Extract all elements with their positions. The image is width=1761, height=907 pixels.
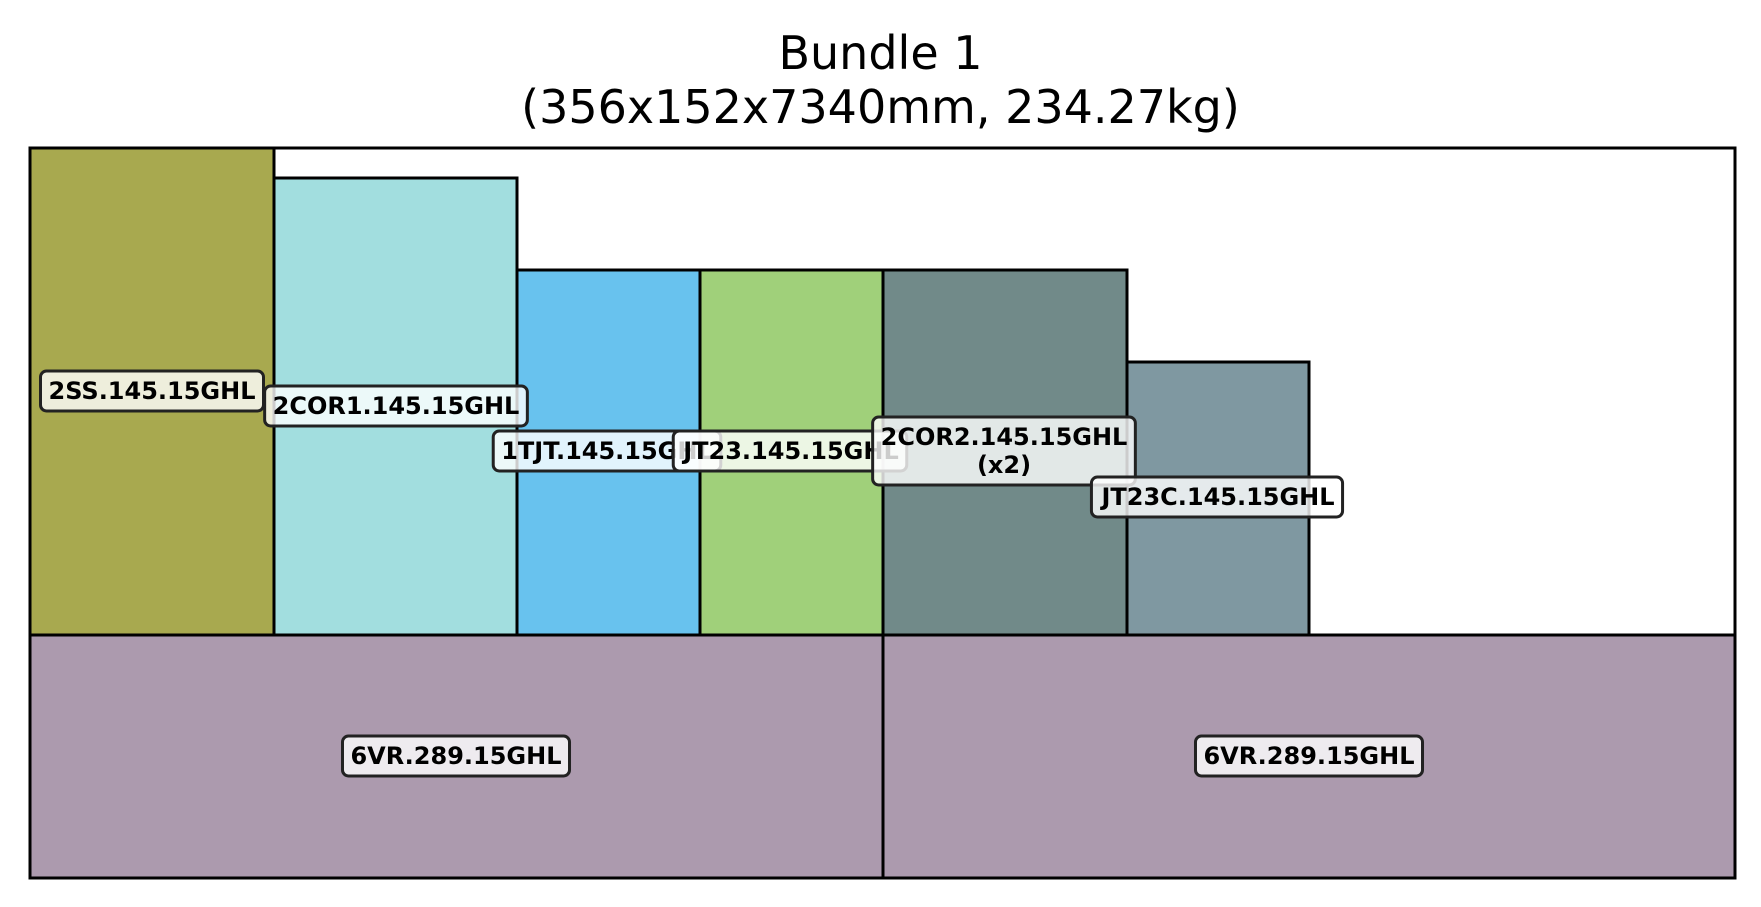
chart-title-line-1: Bundle 1 [778, 26, 983, 80]
svg-text:JT23C.145.15GHL: JT23C.145.15GHL [1099, 483, 1334, 511]
piece-label-2ss: 2SS.145.15GHL [39, 369, 265, 413]
svg-text:2COR1.145.15GHL: 2COR1.145.15GHL [273, 392, 520, 420]
piece-label-jt23: JT23.145.15GHL [671, 429, 909, 473]
chart-title-line-2: (356x152x7340mm, 234.27kg) [521, 80, 1240, 134]
svg-text:(x2): (x2) [977, 451, 1031, 479]
piece-label-6vr-a: 6VR.289.15GHL [340, 734, 572, 778]
piece-label-2cor2: 2COR2.145.15GHL(x2) [871, 415, 1137, 487]
svg-text:2SS.145.15GHL: 2SS.145.15GHL [49, 377, 256, 405]
piece-label-2cor1: 2COR1.145.15GHL [263, 384, 529, 428]
svg-text:6VR.289.15GHL: 6VR.289.15GHL [1203, 742, 1414, 770]
piece-label-jt23c: JT23C.145.15GHL [1089, 475, 1345, 519]
svg-text:JT23.145.15GHL: JT23.145.15GHL [681, 437, 899, 465]
svg-text:6VR.289.15GHL: 6VR.289.15GHL [350, 742, 561, 770]
piece-label-6vr-b: 6VR.289.15GHL [1193, 734, 1425, 778]
svg-text:2COR2.145.15GHL: 2COR2.145.15GHL [881, 423, 1128, 451]
